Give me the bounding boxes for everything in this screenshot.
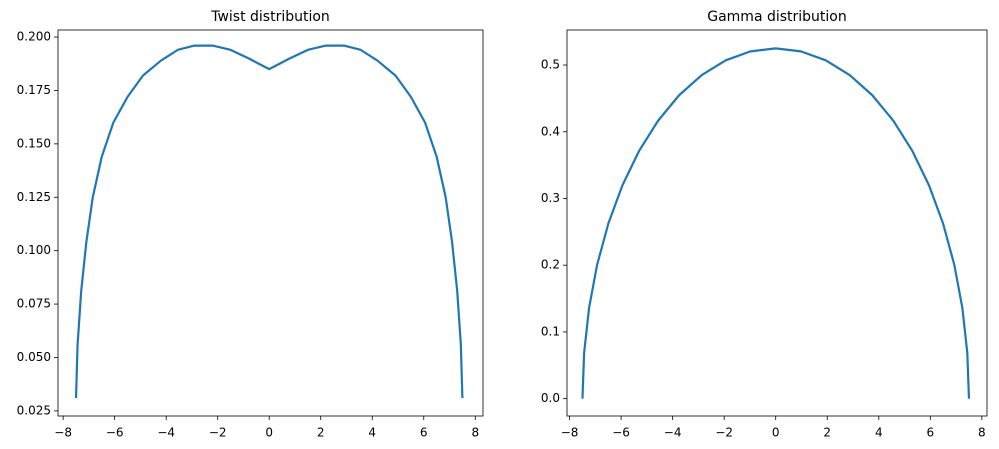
- y-tick-label: 0.0: [541, 391, 560, 405]
- y-tick-label: 0.200: [17, 30, 51, 44]
- x-tick-label: 0: [772, 426, 780, 440]
- x-tick-label: 6: [420, 426, 428, 440]
- y-tick-label: 0.1: [541, 324, 560, 338]
- x-tick-label: −6: [612, 426, 630, 440]
- data-line: [581, 47, 971, 399]
- x-tick-label: −8: [54, 426, 72, 440]
- y-tick-label: 0.150: [17, 136, 51, 150]
- x-tick-label: −4: [664, 426, 682, 440]
- x-tick-label: −8: [561, 426, 579, 440]
- x-tick-label: −2: [209, 426, 227, 440]
- y-tick-label: 0.025: [17, 403, 51, 417]
- plot-frame: [566, 29, 988, 417]
- y-tick-label: 0.100: [17, 243, 51, 257]
- x-tick-label: 8: [471, 426, 479, 440]
- x-tick-label: −4: [157, 426, 175, 440]
- x-tick-label: 2: [317, 426, 325, 440]
- chart-title: Twist distribution: [210, 9, 330, 25]
- x-tick-label: −6: [106, 426, 124, 440]
- y-tick-label: 0.050: [17, 350, 51, 364]
- y-tick-label: 0.175: [17, 83, 51, 97]
- y-tick-label: 0.125: [17, 190, 51, 204]
- y-tick-label: 0.075: [17, 297, 51, 311]
- x-tick-label: 6: [926, 426, 934, 440]
- y-tick-label: 0.3: [541, 191, 560, 205]
- x-tick-label: 8: [978, 426, 986, 440]
- x-tick-label: 0: [265, 426, 273, 440]
- y-tick-label: 0.4: [541, 124, 560, 138]
- chart-title: Gamma distribution: [707, 9, 847, 25]
- y-tick-label: 0.5: [541, 58, 560, 72]
- data-line: [74, 44, 464, 399]
- x-tick-label: −2: [715, 426, 733, 440]
- plot-frame: [57, 29, 484, 417]
- x-tick-label: 2: [823, 426, 831, 440]
- x-tick-label: 4: [368, 426, 376, 440]
- y-tick-label: 0.2: [541, 258, 560, 272]
- x-tick-label: 4: [875, 426, 883, 440]
